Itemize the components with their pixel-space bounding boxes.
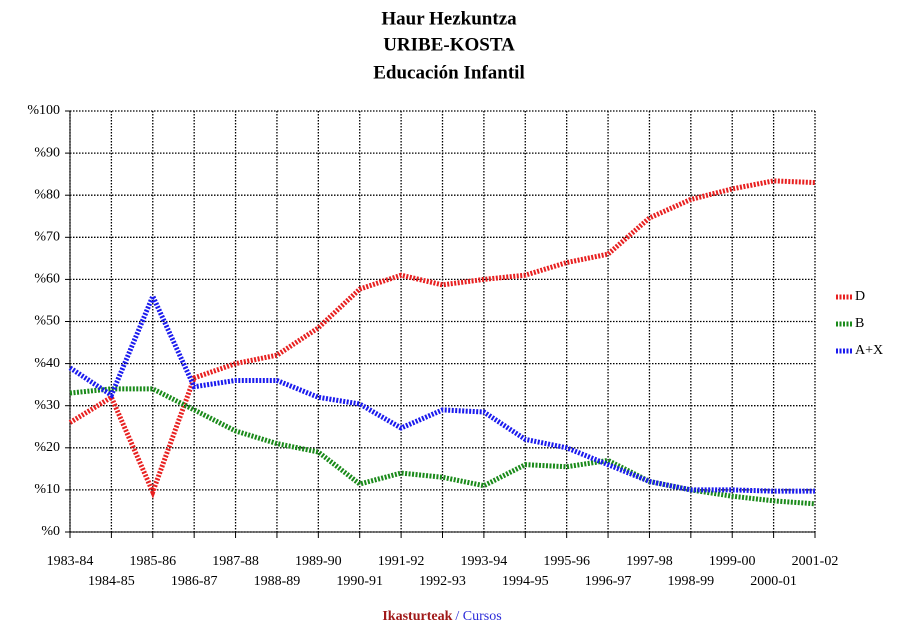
x-tick-label: 1991-92 [378, 554, 425, 569]
chart-title: Haur Hezkuntza [381, 8, 517, 29]
x-tick-label: 1990-91 [336, 574, 383, 589]
x-tick-label: 1988-89 [254, 574, 301, 589]
x-tick-label: 1999-00 [709, 554, 756, 569]
x-axis-label-main: Ikasturteak [382, 609, 452, 624]
legend-label: B [855, 316, 864, 331]
y-tick-label: %60 [34, 272, 60, 287]
x-tick-label: 1987-88 [212, 554, 259, 569]
chart-title: URIBE-KOSTA [383, 34, 515, 55]
y-tick-label: %70 [34, 230, 60, 245]
x-tick-label: 1984-85 [88, 574, 135, 589]
y-tick-label: %100 [27, 103, 60, 118]
x-tick-label: 1992-93 [419, 574, 466, 589]
series-line [68, 290, 815, 494]
x-tick-label: 1985-86 [129, 554, 176, 569]
y-tick-label: %30 [34, 398, 60, 413]
x-tick-label: 1986-87 [171, 574, 218, 589]
x-tick-label: 1995-96 [543, 554, 590, 569]
legend-label: A+X [855, 343, 883, 358]
legend-label: D [855, 289, 865, 304]
y-tick-label: %90 [34, 145, 60, 160]
chart-title: Educación Infantil [373, 62, 525, 83]
x-tick-label: 1994-95 [502, 574, 549, 589]
x-tick-label: 2001-02 [792, 554, 839, 569]
x-tick-label: 1993-94 [461, 554, 508, 569]
y-tick-label: %80 [34, 187, 60, 202]
x-tick-label: 1998-99 [667, 574, 714, 589]
y-tick-label: %0 [41, 524, 60, 539]
x-axis-label-secondary: / Cursos [455, 609, 501, 624]
y-tick-label: %40 [34, 356, 60, 371]
x-axis-label: Ikasturteak / Cursos [382, 609, 501, 624]
y-tick-label: %10 [34, 482, 60, 497]
x-tick-label: 1989-90 [295, 554, 342, 569]
x-tick-label: 1996-97 [585, 574, 632, 589]
x-tick-label: 1983-84 [47, 554, 94, 569]
y-tick-label: %20 [34, 440, 60, 455]
y-tick-label: %50 [34, 314, 60, 329]
series-line [68, 178, 816, 499]
x-tick-label: 1997-98 [626, 554, 673, 569]
x-tick-label: 2000-01 [750, 574, 797, 589]
